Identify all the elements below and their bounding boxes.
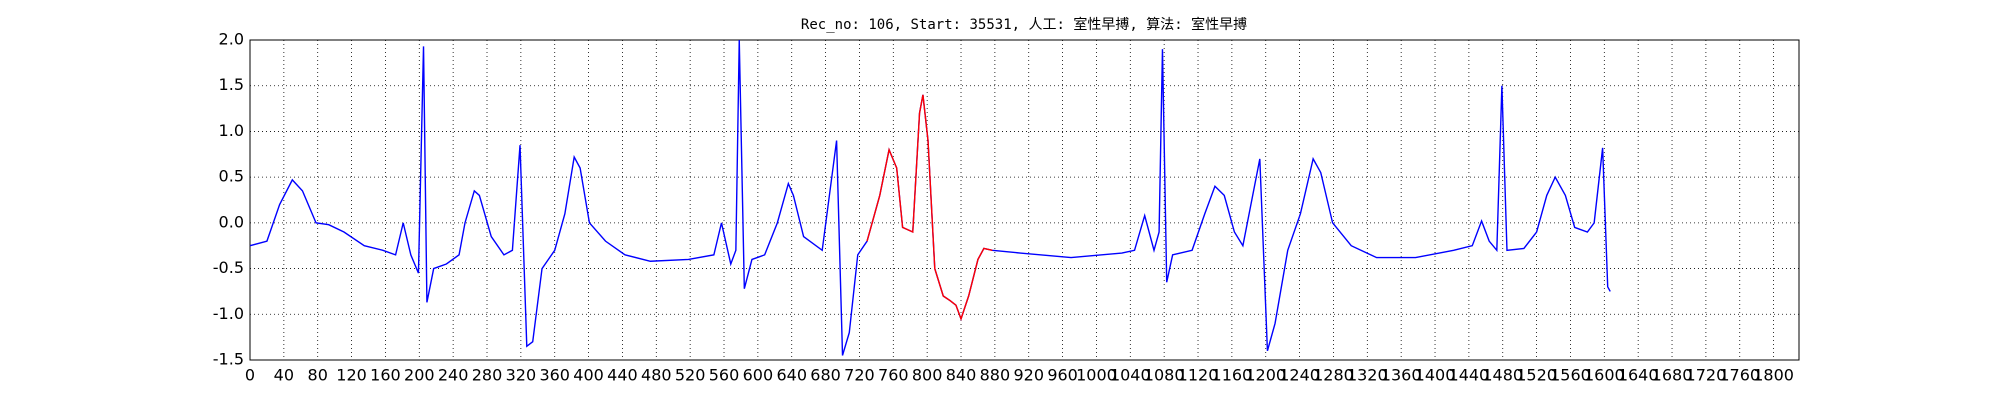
x-tick-label: 1120 xyxy=(1178,366,1219,385)
y-tick-label: 1.5 xyxy=(219,75,244,94)
x-tick-label: 1800 xyxy=(1753,366,1794,385)
x-tick-label: 1520 xyxy=(1516,366,1557,385)
ecg-line xyxy=(866,94,993,321)
x-tick-label: 1760 xyxy=(1719,366,1760,385)
x-tick-label: 1600 xyxy=(1584,366,1625,385)
x-tick-label: 1280 xyxy=(1313,366,1354,385)
x-tick-label: 600 xyxy=(743,366,774,385)
y-tick-label: -0.5 xyxy=(213,258,244,277)
x-tick-label: 1160 xyxy=(1212,366,1253,385)
x-tick-label: 280 xyxy=(472,366,503,385)
x-tick-label: 80 xyxy=(308,366,328,385)
x-tick-label: 0 xyxy=(245,366,255,385)
y-tick-label: -1.0 xyxy=(213,304,244,323)
x-tick-label: 920 xyxy=(1013,366,1044,385)
chart-title: Rec_no: 106, Start: 35531, 人工: 室性早搏, 算法:… xyxy=(801,16,1247,33)
x-tick-label: 1000 xyxy=(1076,366,1117,385)
x-tick-label: 1240 xyxy=(1279,366,1320,385)
x-tick-label: 320 xyxy=(506,366,537,385)
x-tick-label: 240 xyxy=(438,366,469,385)
y-tick-label: -1.5 xyxy=(213,350,244,369)
y-tick-label: 1.0 xyxy=(219,121,244,140)
y-tick-label: 2.0 xyxy=(219,30,244,49)
x-tick-label: 560 xyxy=(709,366,740,385)
x-tick-label: 1200 xyxy=(1245,366,1286,385)
x-tick-label: 1560 xyxy=(1550,366,1591,385)
x-tick-label: 1480 xyxy=(1482,366,1523,385)
x-tick-label: 40 xyxy=(274,366,294,385)
x-tick-label: 360 xyxy=(539,366,570,385)
x-tick-label: 1640 xyxy=(1618,366,1659,385)
x-tick-label: 1320 xyxy=(1347,366,1388,385)
x-tick-label: 1680 xyxy=(1652,366,1693,385)
x-tick-label: 760 xyxy=(878,366,909,385)
x-tick-label: 480 xyxy=(641,366,672,385)
ecg-line xyxy=(249,39,1611,356)
x-tick-label: 440 xyxy=(607,366,638,385)
x-tick-label: 200 xyxy=(404,366,435,385)
x-tick-label: 720 xyxy=(844,366,875,385)
y-tick-label: 0.5 xyxy=(219,167,244,186)
x-tick-label: 160 xyxy=(370,366,401,385)
x-tick-label: 1720 xyxy=(1686,366,1727,385)
x-tick-label: 1400 xyxy=(1415,366,1456,385)
x-tick-label: 1080 xyxy=(1144,366,1185,385)
x-tick-label: 960 xyxy=(1047,366,1078,385)
x-tick-label: 1440 xyxy=(1449,366,1490,385)
x-tick-label: 840 xyxy=(946,366,977,385)
x-tick-label: 640 xyxy=(776,366,807,385)
x-tick-label: 520 xyxy=(675,366,706,385)
x-tick-label: 400 xyxy=(573,366,604,385)
y-tick-label: 0.0 xyxy=(219,212,244,231)
x-tick-label: 120 xyxy=(336,366,367,385)
x-tick-label: 680 xyxy=(810,366,841,385)
x-tick-label: 1360 xyxy=(1381,366,1422,385)
x-tick-label: 1040 xyxy=(1110,366,1151,385)
x-tick-label: 880 xyxy=(980,366,1011,385)
x-tick-label: 800 xyxy=(912,366,943,385)
